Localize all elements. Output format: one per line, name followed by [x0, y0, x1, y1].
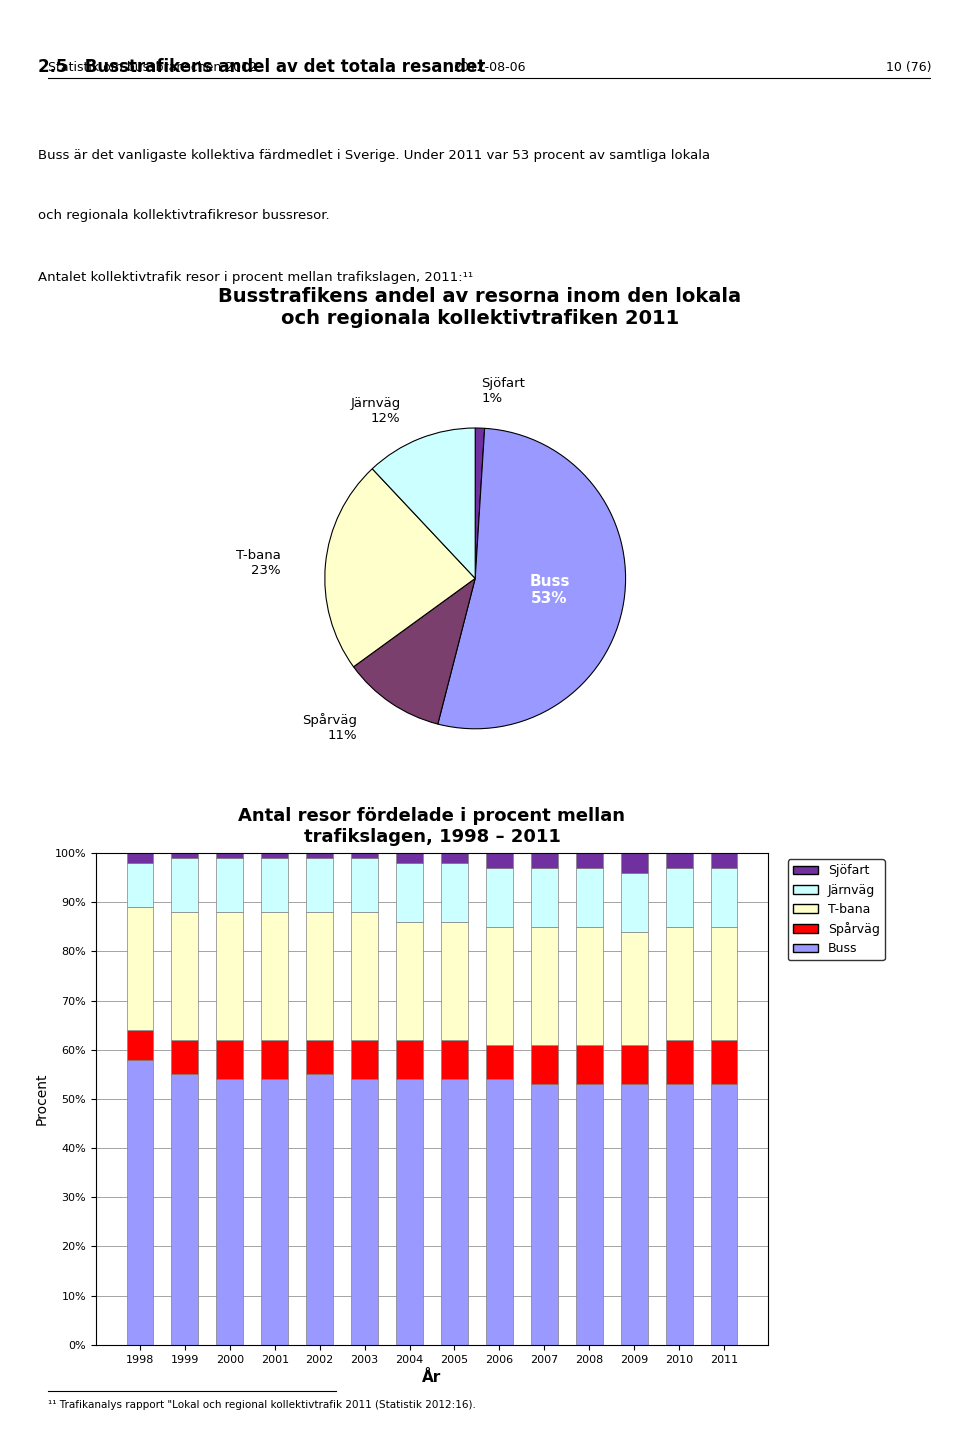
Text: Järnväg
12%: Järnväg 12%: [350, 396, 400, 425]
Bar: [441, 863, 468, 923]
Bar: [621, 1045, 648, 1084]
Bar: [351, 1040, 378, 1079]
Bar: [261, 853, 288, 857]
Bar: [306, 853, 333, 857]
Bar: [576, 927, 603, 1045]
Bar: [710, 1040, 737, 1084]
Bar: [216, 912, 243, 1040]
Bar: [351, 853, 378, 857]
Bar: [576, 853, 603, 868]
Title: Antal resor fördelade i procent mellan
trafikslagen, 1998 – 2011: Antal resor fördelade i procent mellan t…: [238, 807, 626, 846]
Wedge shape: [353, 578, 475, 724]
Text: Sjöfart
1%: Sjöfart 1%: [482, 376, 525, 405]
Bar: [665, 853, 692, 868]
Bar: [486, 853, 513, 868]
Bar: [665, 927, 692, 1040]
Bar: [396, 1040, 423, 1079]
Bar: [351, 857, 378, 912]
Bar: [665, 868, 692, 927]
Wedge shape: [372, 428, 475, 578]
Bar: [710, 927, 737, 1040]
Bar: [216, 1040, 243, 1079]
Text: 10 (76): 10 (76): [886, 61, 931, 74]
Text: Antalet kollektivtrafik resor i procent mellan trafikslagen, 2011:¹¹: Antalet kollektivtrafik resor i procent …: [38, 272, 473, 285]
Wedge shape: [475, 428, 485, 578]
Bar: [396, 923, 423, 1040]
Bar: [576, 1045, 603, 1084]
Bar: [396, 853, 423, 863]
X-axis label: År: År: [422, 1369, 442, 1385]
Bar: [441, 1040, 468, 1079]
Bar: [665, 1040, 692, 1084]
Bar: [621, 1084, 648, 1345]
Bar: [665, 1084, 692, 1345]
Bar: [621, 873, 648, 931]
Bar: [621, 853, 648, 873]
Bar: [261, 912, 288, 1040]
Legend: Sjöfart, Järnväg, T-bana, Spårväg, Buss: Sjöfart, Järnväg, T-bana, Spårväg, Buss: [788, 859, 884, 960]
Text: ¹¹ Trafikanalys rapport "Lokal och regional kollektivtrafik 2011 (Statistik 2012: ¹¹ Trafikanalys rapport "Lokal och regio…: [48, 1400, 476, 1410]
Bar: [441, 923, 468, 1040]
Bar: [172, 853, 199, 857]
Bar: [306, 1074, 333, 1345]
Bar: [172, 857, 199, 912]
Bar: [531, 1045, 558, 1084]
Text: 2.5   Busstrafikens andel av det totala resandet: 2.5 Busstrafikens andel av det totala re…: [38, 58, 486, 75]
Bar: [486, 868, 513, 927]
Bar: [172, 1074, 199, 1345]
Bar: [261, 1040, 288, 1079]
Bar: [710, 1084, 737, 1345]
Text: Spårväg
11%: Spårväg 11%: [301, 713, 357, 742]
Bar: [441, 853, 468, 863]
Title: Busstrafikens andel av resorna inom den lokala
och regionala kollektivtrafiken 2: Busstrafikens andel av resorna inom den …: [219, 288, 741, 328]
Bar: [306, 912, 333, 1040]
Bar: [127, 1060, 154, 1345]
Bar: [576, 868, 603, 927]
Bar: [710, 868, 737, 927]
Bar: [216, 1079, 243, 1345]
Bar: [306, 1040, 333, 1074]
Bar: [486, 927, 513, 1045]
Bar: [396, 863, 423, 923]
Bar: [531, 868, 558, 927]
Bar: [172, 1040, 199, 1074]
Bar: [531, 853, 558, 868]
Bar: [216, 853, 243, 857]
Bar: [486, 1079, 513, 1345]
Bar: [127, 863, 154, 907]
Text: T-bana
23%: T-bana 23%: [236, 549, 280, 577]
Bar: [531, 927, 558, 1045]
Text: 2012-08-06: 2012-08-06: [453, 61, 526, 74]
Bar: [172, 912, 199, 1040]
Bar: [576, 1084, 603, 1345]
Bar: [127, 907, 154, 1030]
Bar: [621, 931, 648, 1045]
Bar: [351, 1079, 378, 1345]
Bar: [531, 1084, 558, 1345]
Bar: [486, 1045, 513, 1079]
Bar: [351, 912, 378, 1040]
Y-axis label: Procent: Procent: [36, 1073, 49, 1125]
Text: Buss är det vanligaste kollektiva färdmedlet i Sverige. Under 2011 var 53 procen: Buss är det vanligaste kollektiva färdme…: [38, 149, 710, 162]
Wedge shape: [324, 469, 475, 667]
Wedge shape: [438, 428, 626, 729]
Bar: [710, 853, 737, 868]
Text: Buss
53%: Buss 53%: [529, 574, 569, 606]
Bar: [441, 1079, 468, 1345]
Bar: [261, 857, 288, 912]
Bar: [396, 1079, 423, 1345]
Bar: [306, 857, 333, 912]
Text: och regionala kollektivtrafikresor bussresor.: och regionala kollektivtrafikresor bussr…: [38, 208, 330, 221]
Text: Statistik om bussbranschen 2012: Statistik om bussbranschen 2012: [48, 61, 257, 74]
Bar: [261, 1079, 288, 1345]
Bar: [127, 853, 154, 863]
Bar: [127, 1030, 154, 1060]
Bar: [216, 857, 243, 912]
